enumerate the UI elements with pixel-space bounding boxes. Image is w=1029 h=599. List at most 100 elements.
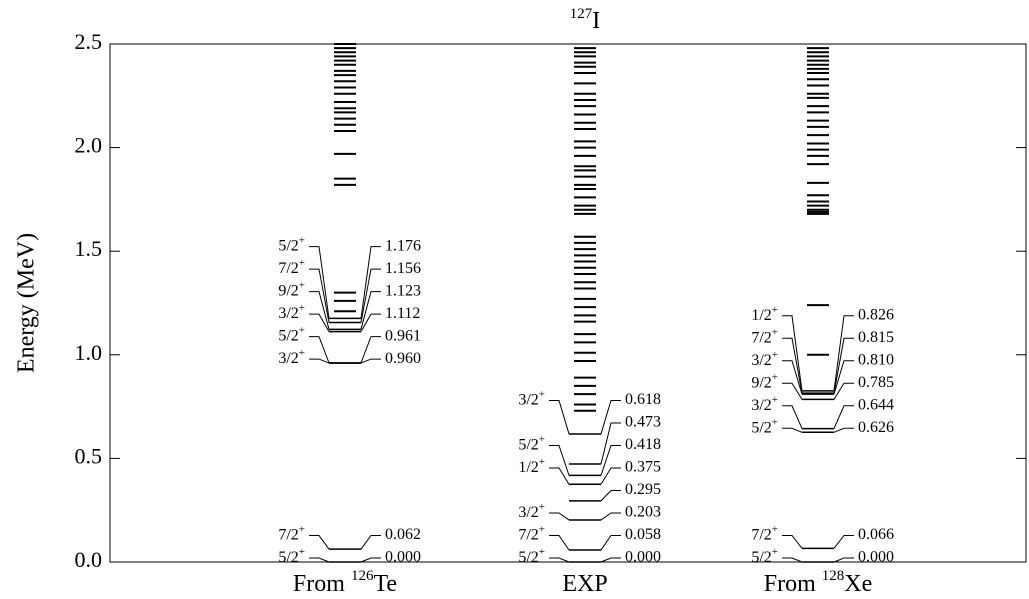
connector bbox=[600, 422, 621, 465]
connector bbox=[309, 291, 330, 330]
spin-label: 5/2+ bbox=[278, 324, 305, 344]
connector bbox=[549, 557, 570, 563]
parity: + bbox=[772, 523, 778, 535]
parity: + bbox=[299, 257, 305, 269]
y-tick-label: 1.5 bbox=[75, 236, 103, 261]
spin-label: 3/2+ bbox=[278, 347, 305, 367]
parity: + bbox=[772, 393, 778, 405]
spin-label: 5/2+ bbox=[751, 546, 778, 566]
energy-label: 0.295 bbox=[625, 481, 661, 498]
column-label: EXP bbox=[562, 571, 607, 597]
spin: 9/2 bbox=[278, 282, 298, 299]
energy-label: 0.062 bbox=[385, 526, 421, 543]
connector bbox=[549, 535, 570, 551]
energy-label: 0.810 bbox=[858, 351, 894, 368]
connector bbox=[833, 535, 854, 549]
spin-label: 3/2+ bbox=[751, 393, 778, 413]
spin: 7/2 bbox=[751, 526, 771, 543]
parity: + bbox=[299, 523, 305, 535]
connector bbox=[360, 291, 381, 330]
energy-label: 0.826 bbox=[858, 306, 894, 323]
connector bbox=[549, 400, 570, 435]
connector bbox=[833, 360, 854, 395]
connector bbox=[782, 315, 803, 391]
energy-label: 1.112 bbox=[385, 305, 420, 322]
column-from: From bbox=[293, 571, 345, 597]
y-tick-label: 2.0 bbox=[75, 133, 103, 158]
column-mass: 128 bbox=[822, 568, 845, 584]
parity: + bbox=[539, 501, 545, 513]
spin-label: 7/2+ bbox=[751, 326, 778, 346]
connector bbox=[549, 445, 570, 476]
connector bbox=[782, 360, 803, 395]
spin-label: 3/2+ bbox=[751, 348, 778, 368]
spin: 5/2 bbox=[751, 549, 771, 566]
energy-label: 0.058 bbox=[625, 526, 661, 543]
spin-label: 5/2+ bbox=[278, 234, 305, 254]
spin: 7/2 bbox=[278, 526, 298, 543]
energy-label: 0.203 bbox=[625, 504, 661, 521]
title-mass: 127 bbox=[570, 6, 593, 22]
connector bbox=[360, 557, 381, 563]
connector bbox=[833, 405, 854, 429]
column-mass: 126 bbox=[351, 568, 374, 584]
column-element: Te bbox=[373, 571, 397, 597]
energy-label: 1.123 bbox=[385, 282, 421, 299]
spin: 5/2 bbox=[751, 419, 771, 436]
spin-label: 7/2+ bbox=[278, 257, 305, 277]
spin: 1/2 bbox=[518, 459, 538, 476]
spin: 5/2 bbox=[518, 436, 538, 453]
spin: 7/2 bbox=[278, 260, 298, 277]
energy-label: 0.418 bbox=[625, 436, 661, 453]
energy-label: 1.176 bbox=[385, 237, 421, 254]
parity: + bbox=[772, 546, 778, 558]
spin-label: 5/2+ bbox=[518, 546, 545, 566]
connector bbox=[833, 427, 854, 433]
parity: + bbox=[299, 279, 305, 291]
spin: 5/2 bbox=[278, 327, 298, 344]
parity: + bbox=[772, 371, 778, 383]
connector bbox=[600, 535, 621, 551]
connector bbox=[782, 427, 803, 433]
connector bbox=[600, 400, 621, 435]
connector bbox=[833, 315, 854, 391]
connector bbox=[309, 336, 330, 364]
energy-label: 0.785 bbox=[858, 374, 894, 391]
connector bbox=[360, 268, 381, 323]
spin-label: 9/2+ bbox=[751, 371, 778, 391]
spin: 3/2 bbox=[751, 396, 771, 413]
spin: 7/2 bbox=[518, 526, 538, 543]
parity: + bbox=[772, 303, 778, 315]
connector bbox=[360, 246, 381, 319]
spin-label: 3/2+ bbox=[518, 501, 545, 521]
energy-label: 0.644 bbox=[858, 396, 894, 413]
title-element: I bbox=[592, 8, 600, 34]
spin: 3/2 bbox=[278, 350, 298, 367]
column-element: Xe bbox=[844, 571, 872, 597]
parity: + bbox=[299, 234, 305, 246]
spin-label: 7/2+ bbox=[751, 523, 778, 543]
energy-label: 0.000 bbox=[385, 549, 421, 566]
y-tick-label: 0.5 bbox=[75, 443, 103, 468]
chart-title: 127I bbox=[570, 6, 601, 33]
y-tick-label: 0.0 bbox=[75, 547, 103, 572]
connector bbox=[782, 382, 803, 400]
plot-frame bbox=[109, 43, 1027, 563]
connector bbox=[549, 467, 570, 485]
connector bbox=[600, 490, 621, 502]
energy-label: 0.815 bbox=[858, 329, 894, 346]
energy-label: 0.000 bbox=[858, 549, 894, 566]
spin-label: 7/2+ bbox=[518, 523, 545, 543]
connector bbox=[782, 337, 803, 394]
connector bbox=[309, 557, 330, 563]
connector bbox=[600, 557, 621, 563]
spin: 5/2 bbox=[278, 237, 298, 254]
parity: + bbox=[299, 546, 305, 558]
energy-label: 0.626 bbox=[858, 419, 894, 436]
connector bbox=[549, 512, 570, 521]
parity: + bbox=[539, 546, 545, 558]
connector bbox=[309, 268, 330, 323]
column-label: From 128Xe bbox=[764, 568, 873, 596]
spin-label: 3/2+ bbox=[518, 388, 545, 408]
